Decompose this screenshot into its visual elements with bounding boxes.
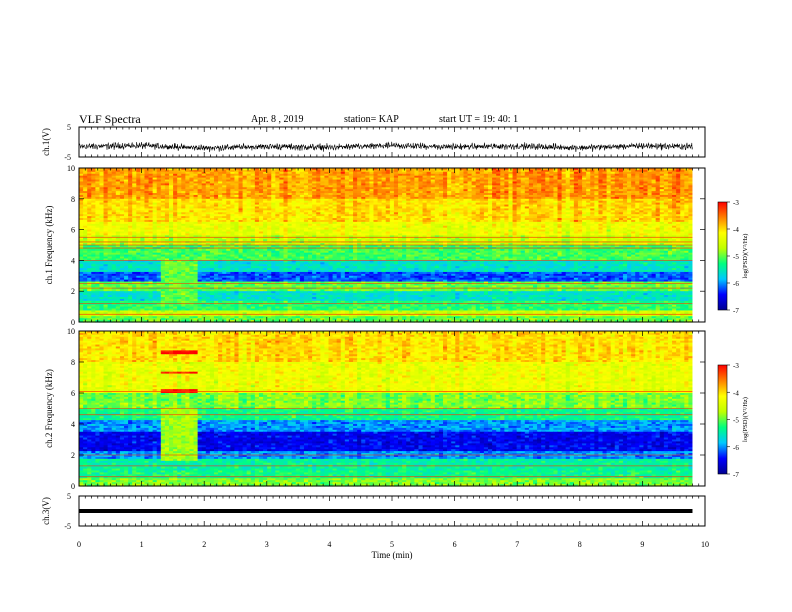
ch2-spectrogram-ylabel: ch.2 Frequency (kHz) [44,369,54,448]
ch1-ytick-label: 5 [67,123,71,132]
ch1-spectrogram-colorbar [718,202,727,310]
x-tick-label: 3 [265,540,269,549]
ch2-spectrogram-ytick-label: 4 [71,420,75,429]
ch2-spectrogram-colorbar-label: log(PSD)(V²/Hz) [742,397,749,442]
ch1-spectrogram-ylabel: ch.1 Frequency (kHz) [44,206,54,285]
ch2-spectrogram-colorbar [718,365,727,474]
ch1-spectrogram-ytick-label: 6 [71,226,75,235]
ch1-spectrogram-colorbar-tick: -5 [733,253,739,261]
x-axis-label: Time (min) [372,550,413,560]
ch2-spectrogram-ytick-label: 2 [71,451,75,460]
ch2-spectrogram-heatmap [79,331,705,487]
ch1-spectrogram-heatmap [79,168,705,323]
ch1-ytick-label: -5 [64,153,71,162]
ch1-spectrogram-ytick-label: 8 [71,195,75,204]
x-tick-label: 2 [202,540,206,549]
x-tick-label: 6 [453,540,457,549]
vlf-spectra-figure: 5-5ch.1(V)0246810ch.1 Frequency (kHz)-3-… [0,0,792,612]
ch1-waveform-line [79,142,693,152]
ch1-spectrogram-colorbar-tick: -4 [733,226,739,234]
ch1-spectrogram-ytick-label: 10 [67,164,75,173]
ch2-spectrogram-colorbar-tick: -7 [733,471,739,479]
x-tick-label: 8 [578,540,582,549]
ch2-spectrogram-ytick-label: 0 [71,482,75,491]
x-tick-label: 7 [515,540,519,549]
ch2-spectrogram-ytick-label: 8 [71,358,75,367]
ch1-spectrogram-colorbar-tick: -7 [733,307,739,315]
x-tick-label: 4 [327,540,331,549]
ch2-spectrogram-colorbar-tick: -3 [733,362,739,370]
ch3-waveform-ylabel: ch.3(V) [41,497,51,525]
ch1-spectrogram-colorbar-label: log(PSD)(V²/Hz) [742,234,749,279]
x-tick-label: 9 [640,540,644,549]
ch2-spectrogram-ytick-label: 6 [71,389,75,398]
ch1-spectrogram-ytick-label: 0 [71,318,75,327]
ch2-spectrogram-colorbar-tick: -4 [733,389,739,397]
ch2-spectrogram-ytick-label: 10 [67,327,75,336]
ch1-spectrogram-colorbar-tick: -6 [733,280,739,288]
ch2-spectrogram-colorbar-tick: -5 [733,417,739,425]
x-tick-label: 1 [140,540,144,549]
ch1-spectrogram-colorbar-tick: -3 [733,199,739,207]
ch3-ytick-label: -5 [64,522,71,531]
ch1-waveform-ylabel: ch.1(V) [41,128,51,156]
ch1-spectrogram-ytick-label: 2 [71,287,75,296]
x-tick-label: 0 [77,540,81,549]
x-tick-label: 5 [390,540,394,549]
ch2-spectrogram-colorbar-tick: -6 [733,444,739,452]
ch1-spectrogram-ytick-label: 4 [71,256,75,265]
x-tick-label: 10 [701,540,709,549]
ch3-ytick-label: 5 [67,492,71,501]
